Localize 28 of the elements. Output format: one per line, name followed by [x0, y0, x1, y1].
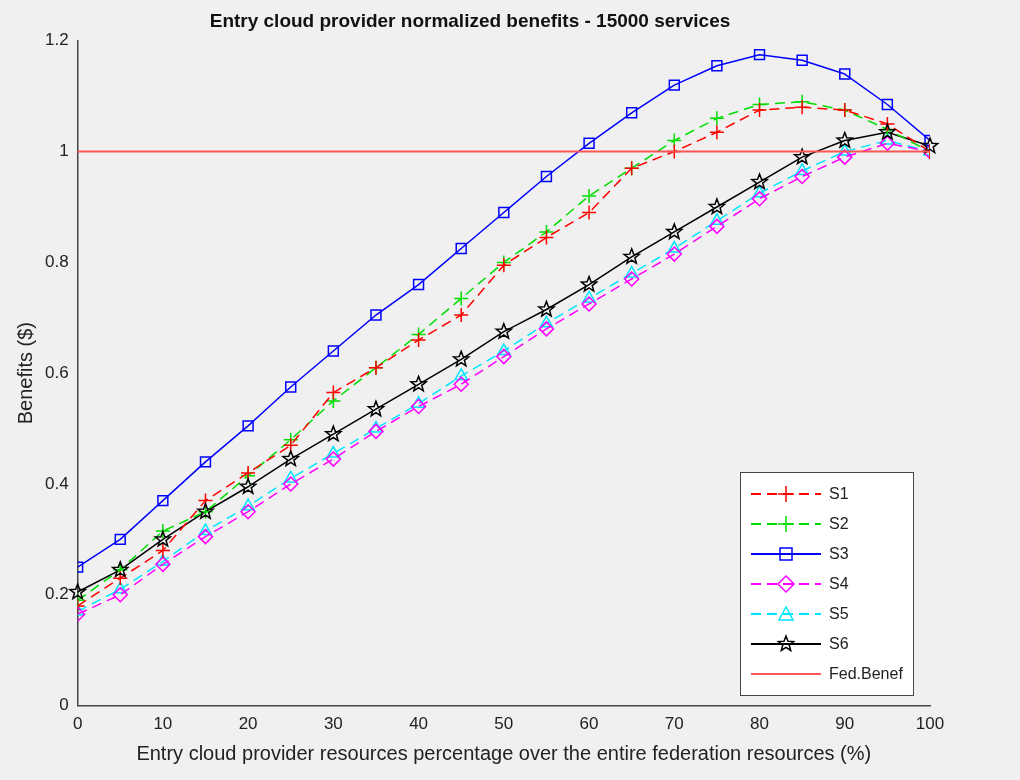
x-tick-label: 50 — [494, 714, 514, 734]
x-tick-label: 40 — [409, 714, 429, 734]
x-tick-label: 30 — [323, 714, 343, 734]
y-tick-label: 0.4 — [44, 473, 69, 493]
x-tick-label: 20 — [238, 714, 258, 734]
x-tick-label: 80 — [750, 714, 769, 734]
legend-label: S6 — [829, 634, 849, 653]
legend-label: S5 — [829, 604, 849, 623]
x-tick-label: 90 — [835, 714, 855, 734]
x-axis-title: Entry cloud provider resources percentage over the entire federation resources (%) — [136, 741, 872, 764]
legend-label: Fed.Benef — [829, 664, 903, 683]
y-tick-label: 0 — [59, 695, 69, 715]
legend-label: S3 — [829, 544, 849, 563]
x-tick-label: 70 — [664, 714, 684, 734]
x-tick-label: 10 — [153, 714, 173, 734]
x-tick-label: 0 — [72, 714, 83, 734]
legend-label: S4 — [829, 574, 849, 593]
y-tick-label: 0.8 — [44, 252, 69, 272]
legend-label: S1 — [829, 484, 849, 503]
y-tick-label: 1.2 — [44, 30, 69, 50]
x-tick-label: 100 — [915, 714, 945, 734]
x-tick-label: 60 — [579, 714, 599, 734]
y-tick-label: 0.2 — [44, 584, 69, 604]
y-axis-title: Benefits ($) — [13, 322, 36, 425]
legend-label: S2 — [829, 514, 849, 533]
y-tick-label: 0.6 — [44, 362, 69, 382]
y-tick-label: 1 — [59, 141, 69, 161]
chart-title: Entry cloud provider normalized benefits - 15000 services — [209, 9, 731, 31]
